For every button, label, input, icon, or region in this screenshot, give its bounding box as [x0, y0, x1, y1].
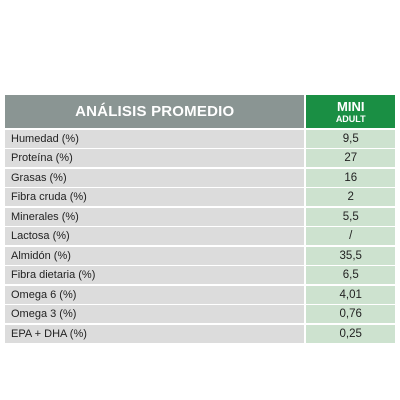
table-row: Proteína (%) 27	[5, 149, 395, 167]
column-subtitle: ADULT	[335, 113, 366, 124]
table-row: Omega 6 (%) 4,01	[5, 285, 395, 304]
table-row: Almidón (%) 35,5	[5, 246, 395, 265]
table-row: Fibra cruda (%) 2	[5, 188, 395, 206]
table-row: Fibra dietaria (%) 6,5	[5, 266, 395, 284]
row-value: 6,5	[306, 266, 395, 284]
row-label: Lactosa (%)	[5, 227, 305, 245]
row-label: Fibra dietaria (%)	[5, 266, 305, 284]
row-label: Fibra cruda (%)	[5, 188, 305, 206]
row-value: 4,01	[306, 285, 395, 304]
header-label: ANÁLISIS PROMEDIO	[5, 95, 305, 128]
row-label: Almidón (%)	[5, 246, 305, 265]
table-row: Omega 3 (%) 0,76	[5, 305, 395, 323]
table-row: Lactosa (%) /	[5, 227, 395, 245]
row-value: 0,76	[306, 305, 395, 323]
column-title: MINI	[337, 98, 365, 114]
row-label: Humedad (%)	[5, 129, 305, 148]
table-header: ANÁLISIS PROMEDIO MINI ADULT	[5, 95, 395, 128]
table-row: EPA + DHA (%) 0,25	[5, 324, 395, 343]
row-value: 35,5	[306, 246, 395, 265]
nutrition-analysis-table: ANÁLISIS PROMEDIO MINI ADULT Humedad (%)…	[5, 95, 395, 343]
row-label: Omega 3 (%)	[5, 305, 305, 323]
row-label: Omega 6 (%)	[5, 285, 305, 304]
row-value: /	[306, 227, 395, 245]
row-label: Grasas (%)	[5, 168, 305, 187]
row-value: 27	[306, 149, 395, 167]
row-value: 5,5	[306, 207, 395, 226]
row-value: 16	[306, 168, 395, 187]
row-label: EPA + DHA (%)	[5, 324, 305, 343]
row-value: 9,5	[306, 129, 395, 148]
row-label: Proteína (%)	[5, 149, 305, 167]
column-header-mini-adult: MINI ADULT	[306, 95, 395, 128]
row-value: 2	[306, 188, 395, 206]
table-row: Grasas (%) 16	[5, 168, 395, 187]
row-label: Minerales (%)	[5, 207, 305, 226]
table-row: Minerales (%) 5,5	[5, 207, 395, 226]
row-value: 0,25	[306, 324, 395, 343]
table-row: Humedad (%) 9,5	[5, 129, 395, 148]
